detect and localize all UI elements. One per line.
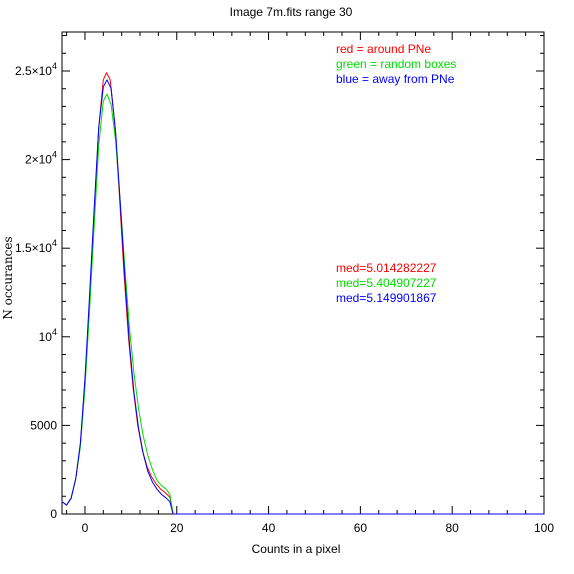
x-tick-label: 80 [446, 521, 460, 535]
series-line-0 [61, 72, 544, 515]
median-label: med=5.014282227 [336, 261, 437, 275]
x-tick-label: 0 [82, 521, 89, 535]
plot-frame [61, 31, 545, 515]
y-tick-labels: 0 5000 104 1.5×104 2×104 2.5×104 [15, 61, 57, 521]
x-tick-label: 100 [534, 521, 554, 535]
series-line-2 [61, 79, 544, 515]
y-axis-label: N occurances [1, 236, 15, 319]
axis-ticks [62, 32, 545, 515]
median-label: med=5.404907227 [336, 276, 437, 290]
y-tick-label: 5000 [30, 418, 57, 432]
y-tick-label: 1.5×104 [15, 238, 57, 255]
x-tick-label: 60 [354, 521, 368, 535]
y-tick-label: 0 [50, 507, 57, 521]
legend-entry: blue = away from PNe [336, 72, 455, 86]
x-axis-label: Counts in a pixel [252, 542, 341, 556]
x-tick-label: 20 [170, 521, 184, 535]
series-curves [61, 72, 544, 515]
median-label: med=5.149901867 [336, 291, 437, 305]
series-line-1 [61, 93, 544, 515]
legend-entry: red = around PNe [336, 42, 431, 56]
x-tick-labels: 0 20 40 60 80 100 [82, 521, 555, 535]
y-tick-label: 104 [39, 327, 57, 344]
legend-entry: green = random boxes [336, 57, 456, 71]
y-tick-label: 2.5×104 [15, 61, 57, 78]
x-tick-label: 40 [262, 521, 276, 535]
median-annotations: med=5.014282227med=5.404907227med=5.1499… [336, 261, 437, 305]
y-tick-label: 2×104 [25, 150, 57, 167]
chart-title: Image 7m.fits range 30 [230, 5, 353, 19]
